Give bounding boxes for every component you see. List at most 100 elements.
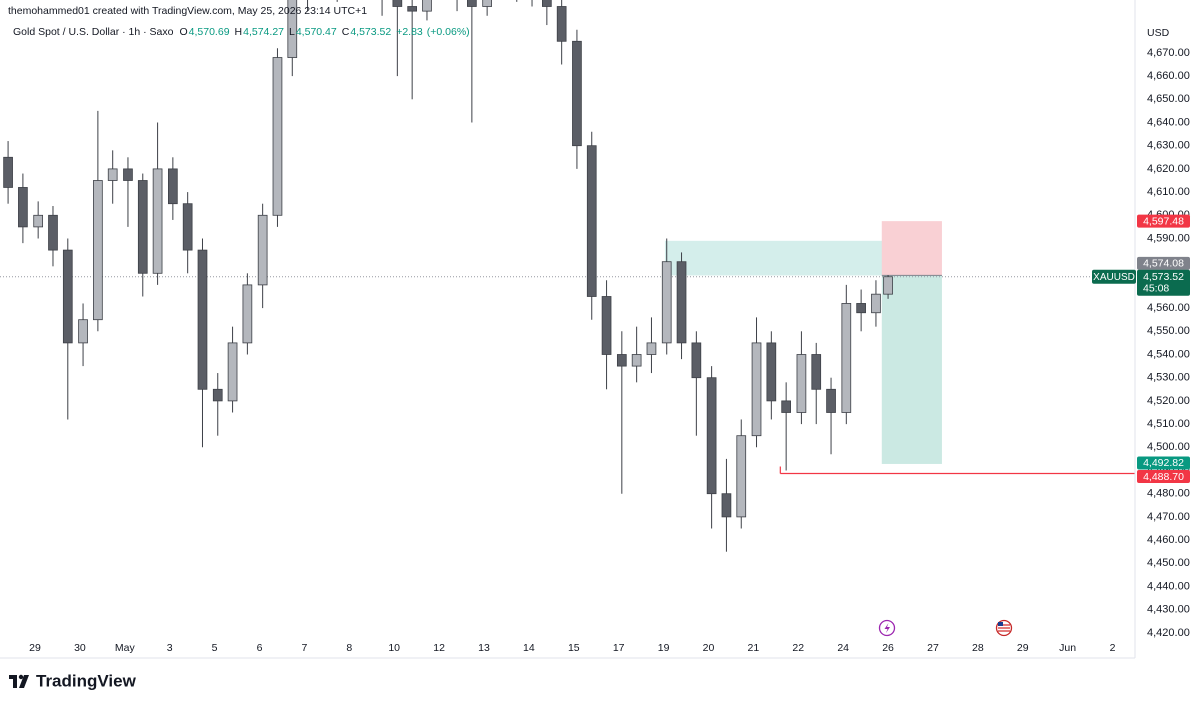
event-us[interactable]	[995, 619, 1013, 637]
candle-body	[152, 168, 163, 274]
x-tick-label: 17	[613, 642, 625, 654]
countdown: 45:08	[1143, 283, 1169, 295]
last-price: 4,573.52	[1143, 271, 1184, 283]
legend-value: 4,573.52	[350, 26, 391, 38]
x-tick-label: 2	[1110, 642, 1116, 654]
plot-area	[0, 0, 1135, 552]
candle-body	[407, 6, 418, 12]
y-tick-label: 4,540.00	[1147, 348, 1190, 360]
logo-dot	[18, 674, 24, 680]
y-tick-label: 4,480.00	[1147, 488, 1190, 500]
x-tick-label: 20	[703, 642, 715, 654]
x-tick-label: May	[115, 642, 136, 654]
level-label: 4,488.70	[1143, 471, 1184, 483]
x-tick-label: 3	[167, 642, 173, 654]
logo-shape	[9, 675, 17, 688]
candle-body	[542, 0, 552, 7]
candle-body	[856, 303, 866, 314]
y-tick-label: 4,550.00	[1147, 325, 1190, 337]
y-tick-label: 4,650.00	[1147, 93, 1190, 105]
x-tick-label: 12	[433, 642, 445, 654]
y-tick-label: 4,420.00	[1147, 627, 1190, 639]
position-loss	[881, 221, 942, 276]
legend-key: H	[235, 26, 243, 38]
y-tick-label: 4,640.00	[1147, 116, 1190, 128]
candle-body	[601, 296, 612, 355]
x-tick-label: 15	[568, 642, 580, 654]
legend-value: 4,574.27	[243, 26, 284, 38]
x-tick-label: 21	[748, 642, 760, 654]
candle-body	[751, 342, 762, 437]
x-tick-label: 19	[658, 642, 670, 654]
candle-body	[242, 284, 253, 344]
candle-body	[48, 214, 58, 251]
flag-canton	[998, 622, 1003, 626]
y-tick-label: 4,590.00	[1147, 232, 1190, 244]
candle-body	[272, 57, 283, 216]
y-tick-label: 4,630.00	[1147, 140, 1190, 152]
candle-body	[811, 354, 822, 390]
legend-key: O	[179, 26, 187, 38]
candle-body	[616, 354, 627, 367]
candle-body	[62, 249, 73, 344]
legend-change: +2.83	[396, 26, 423, 38]
candle-body	[422, 0, 432, 12]
candle-body	[107, 168, 118, 181]
brand-name: TradingView	[36, 671, 137, 690]
x-tick-label: 28	[972, 642, 984, 654]
candle-body	[482, 0, 492, 7]
lightning-glyph	[884, 623, 890, 633]
x-tick-label: 7	[301, 642, 307, 654]
x-tick-label: 8	[346, 642, 352, 654]
logo-shape	[19, 675, 29, 688]
zone	[664, 240, 906, 276]
y-tick-label: 4,460.00	[1147, 534, 1190, 546]
candle-body	[631, 354, 642, 367]
x-tick-label: 26	[882, 642, 894, 654]
x-tick-label: 13	[478, 642, 490, 654]
event-lightning[interactable]	[878, 619, 896, 637]
x-tick-label: 29	[1017, 642, 1029, 654]
legend-symbol: Gold Spot / U.S. Dollar · 1h · Saxo	[13, 26, 174, 38]
candle-body	[661, 261, 672, 344]
candle-body	[18, 187, 28, 228]
x-tick-label: 22	[792, 642, 804, 654]
currency: USD	[1147, 27, 1170, 39]
legend-value: 4,570.47	[296, 26, 337, 38]
x-tick-label: 29	[29, 642, 41, 654]
candle-body	[646, 342, 657, 355]
target-label: 4,492.82	[1143, 457, 1184, 469]
candle-body	[736, 435, 747, 518]
y-tick-label: 4,510.00	[1147, 418, 1190, 430]
x-tick-label: 6	[257, 642, 263, 654]
y-tick-label: 4,430.00	[1147, 604, 1190, 616]
candle-body	[227, 342, 238, 402]
candle-body	[257, 214, 268, 286]
x-tick-label: Jun	[1059, 642, 1076, 654]
candle-body	[3, 156, 13, 188]
x-tick-label: 14	[523, 642, 535, 654]
y-tick-label: 4,620.00	[1147, 163, 1190, 175]
candle-body	[78, 319, 88, 344]
candle-body	[197, 249, 208, 390]
y-tick-label: 4,500.00	[1147, 441, 1190, 453]
candle-body	[871, 293, 881, 314]
x-tick-label: 5	[212, 642, 218, 654]
candle-body	[586, 145, 597, 297]
candle-body	[93, 180, 103, 321]
y-tick-label: 4,610.00	[1147, 186, 1190, 198]
candle-body	[137, 180, 148, 274]
candle-body	[706, 377, 717, 495]
stop-label-bg	[1137, 214, 1190, 228]
candle-body	[691, 342, 702, 379]
x-tick-label: 24	[837, 642, 849, 654]
candle-body	[572, 40, 582, 147]
candle-body	[676, 261, 687, 344]
candle-body	[182, 203, 193, 251]
candle-body	[392, 0, 403, 7]
y-tick-label: 4,470.00	[1147, 511, 1190, 523]
x-tick-label: 27	[927, 642, 939, 654]
